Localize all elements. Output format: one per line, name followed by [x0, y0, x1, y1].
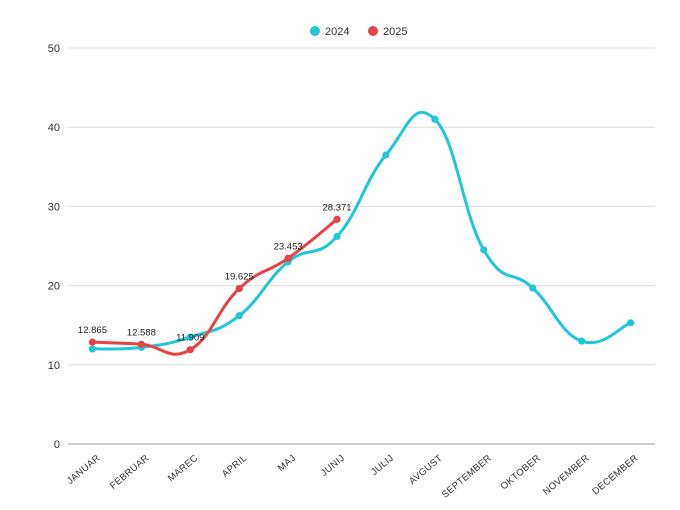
y-tick-label: 10 [48, 360, 60, 372]
data-point-2024[interactable] [333, 232, 341, 241]
data-point-2025[interactable] [88, 338, 97, 346]
y-tick-label: 0 [54, 439, 60, 451]
data-point-2025[interactable] [137, 340, 145, 348]
data-point-2024[interactable] [431, 115, 439, 123]
data-point-2024[interactable] [480, 246, 488, 254]
x-tick-label: JUNIJ [319, 453, 347, 479]
data-point-2024[interactable] [626, 319, 635, 327]
data-label: 12.588 [127, 327, 156, 338]
y-axis: 0 10 20 30 40 50 [48, 43, 60, 451]
data-label: 28.371 [323, 202, 352, 213]
x-tick-label: SEPTEMBER [440, 453, 494, 501]
legend-marker-2025[interactable] [368, 26, 378, 36]
series [88, 110, 635, 356]
data-point-2025[interactable] [235, 284, 243, 293]
legend-label-2025[interactable]: 2025 [383, 26, 407, 38]
x-tick-label: FEBRUAR [108, 453, 151, 492]
data-label: 11.909 [176, 333, 204, 344]
data-point-2024[interactable] [186, 333, 194, 341]
x-tick-label: JANUAR [65, 453, 103, 487]
grid [68, 47, 655, 445]
data-labels: 12.865 12.588 11.909 19.625 23.453 28.371 [78, 202, 352, 343]
data-point-2025[interactable] [284, 254, 292, 262]
legend-marker-2024[interactable] [310, 26, 320, 36]
y-tick-label: 20 [48, 281, 60, 293]
data-point-2024[interactable] [529, 284, 537, 292]
x-tick-label: MAJ [276, 453, 298, 474]
data-point-2024[interactable] [578, 337, 586, 345]
data-point-2025[interactable] [333, 215, 341, 223]
x-tick-label: OKTOBER [499, 453, 543, 493]
y-tick-label: 30 [48, 201, 60, 213]
x-tick-label: MAREC [166, 453, 201, 484]
y-tick-label: 50 [48, 43, 60, 55]
data-label: 19.625 [225, 272, 254, 283]
data-point-2025[interactable] [186, 346, 194, 354]
legend[interactable]: 2024 2025 [310, 26, 407, 38]
x-tick-label: JULIJ [369, 453, 396, 478]
x-tick-label: APRIL [220, 453, 249, 480]
data-label: 12.865 [78, 325, 107, 336]
data-point-2024[interactable] [235, 312, 243, 320]
series-line-2024 [90, 110, 633, 351]
data-point-2024[interactable] [88, 345, 97, 353]
x-axis: JANUAR FEBRUAR MAREC APRIL MAJ JUNIJ JULIJ AVGU… [65, 453, 641, 501]
legend-label-2024[interactable]: 2024 [325, 26, 349, 38]
x-tick-label: AVGUST [407, 453, 445, 487]
x-tick-label: NOVEMBER [541, 453, 592, 498]
data-point-2024[interactable] [382, 151, 390, 159]
x-tick-label: DECEMBER [590, 453, 640, 498]
data-label: 23.453 [274, 241, 303, 252]
y-tick-label: 40 [48, 122, 60, 134]
